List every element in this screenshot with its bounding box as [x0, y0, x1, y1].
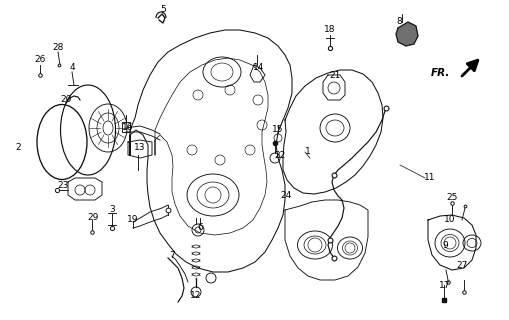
Text: 9: 9: [442, 241, 448, 250]
Text: FR.: FR.: [431, 68, 450, 78]
Text: 8: 8: [396, 18, 402, 27]
Text: 10: 10: [444, 215, 456, 225]
Text: 7: 7: [169, 251, 175, 260]
Text: 25: 25: [446, 194, 458, 203]
Text: 27: 27: [456, 260, 468, 269]
Text: 13: 13: [134, 143, 146, 153]
Text: 12: 12: [190, 291, 202, 300]
Text: 11: 11: [424, 173, 436, 182]
Text: 23: 23: [58, 180, 69, 189]
Text: 14: 14: [253, 63, 265, 73]
Polygon shape: [396, 22, 418, 46]
Text: 6: 6: [197, 223, 203, 233]
Text: 2: 2: [15, 143, 21, 153]
Text: 21: 21: [329, 70, 341, 79]
Text: 17: 17: [439, 281, 451, 290]
Text: 5: 5: [160, 5, 166, 14]
Text: 22: 22: [274, 150, 286, 159]
Text: 26: 26: [34, 55, 46, 65]
Text: 1: 1: [305, 148, 311, 156]
Text: 15: 15: [272, 125, 284, 134]
Text: 16: 16: [122, 124, 134, 132]
Text: 19: 19: [127, 215, 139, 225]
Text: 4: 4: [69, 63, 75, 73]
Text: 18: 18: [324, 26, 336, 35]
Text: 20: 20: [60, 95, 72, 105]
Text: 24: 24: [280, 190, 292, 199]
Text: 29: 29: [88, 213, 99, 222]
Text: 28: 28: [52, 44, 64, 52]
Text: 3: 3: [109, 205, 115, 214]
